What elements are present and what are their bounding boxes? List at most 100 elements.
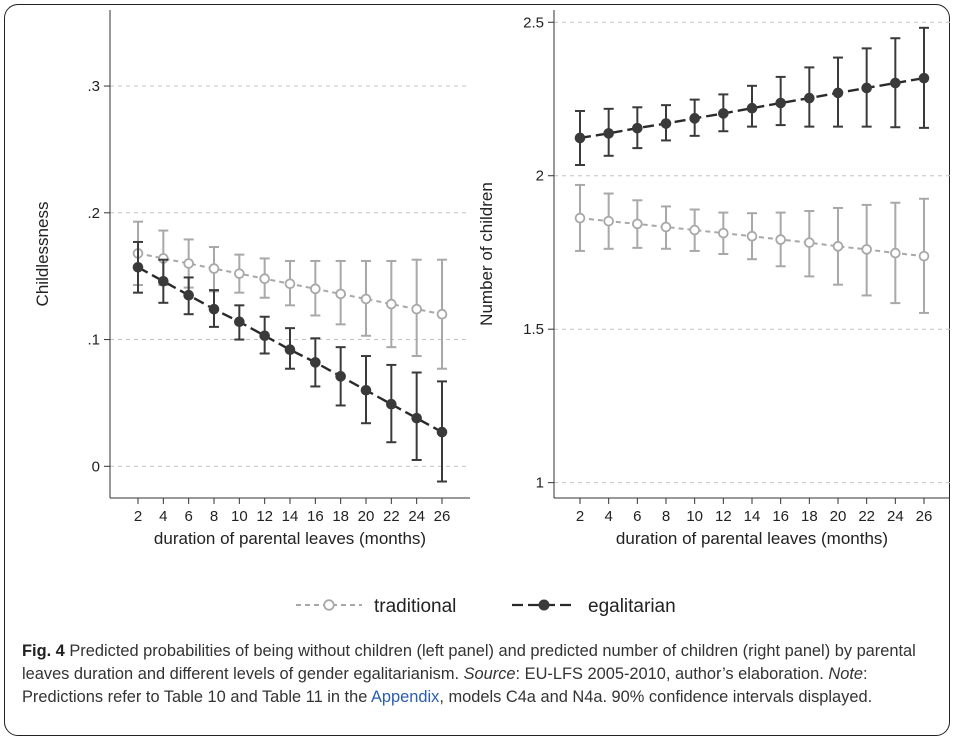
right-egalitarian-point: [632, 122, 643, 134]
right-xtick-label: 26: [916, 508, 933, 525]
left-xtick-label: 26: [434, 508, 451, 525]
legend: traditional egalitarian: [296, 596, 676, 617]
right-xtick-label: 22: [858, 508, 875, 525]
right-ytick-label: 2: [536, 168, 544, 185]
left-traditional-point: [310, 283, 321, 295]
caption-note-label: Note: [828, 665, 864, 683]
caption-text-2: : EU-LFS 2005-2010, author’s elaboration…: [515, 665, 829, 683]
left-egalitarian-point: [386, 398, 397, 410]
left-egalitarian-point: [310, 357, 321, 368]
right-xtick-label: 20: [830, 508, 847, 525]
left-egalitarian-point: [259, 330, 270, 342]
right-egalitarian-point: [775, 97, 786, 109]
appendix-link[interactable]: Appendix: [371, 688, 440, 706]
left-traditional-point: [386, 298, 397, 310]
figure-caption: Fig. 4 Predicted probabilities of being …: [22, 640, 937, 709]
left-egalitarian-point: [208, 303, 220, 315]
left-egalitarian-point: [132, 262, 144, 273]
left-traditional-point: [335, 288, 346, 300]
right-ytick-label: 1: [536, 475, 544, 492]
left-ytick-label: 0: [92, 458, 100, 475]
legend-egalitarian-label: egalitarian: [588, 596, 676, 617]
right-xtick-label: 16: [772, 508, 789, 525]
right-traditional-point: [775, 234, 786, 245]
right-egalitarian-point: [890, 77, 901, 89]
left-egalitarian-point: [284, 344, 296, 355]
right-egalitarian-point: [718, 108, 729, 119]
left-ytick-label: .2: [87, 205, 100, 222]
right-y-axis-label: Number of children: [477, 182, 496, 326]
right-egalitarian-point: [603, 128, 614, 139]
left-y-axis-label: Childlessness: [33, 202, 52, 307]
right-egalitarian-point: [574, 132, 586, 144]
left-xtick-label: 16: [307, 508, 324, 525]
right-xtick-label: 8: [662, 508, 670, 525]
caption-label: Fig. 4: [22, 642, 65, 660]
left-egalitarian-point: [411, 412, 422, 424]
right-traditional-point: [832, 241, 844, 252]
legend-egalitarian-marker: [538, 599, 550, 611]
left-xtick-label: 12: [256, 508, 273, 525]
left-xtick-label: 18: [332, 508, 349, 525]
right-egalitarian-point: [918, 72, 930, 84]
left-xtick-label: 6: [184, 508, 192, 525]
right-traditional-point: [746, 230, 758, 242]
right-xtick-label: 12: [715, 508, 732, 525]
left-traditional-point: [234, 268, 245, 279]
right-traditional-point: [603, 215, 614, 227]
right-egalitarian-point: [689, 113, 700, 124]
caption-source-label: Source: [463, 665, 516, 683]
left-traditional-point: [436, 308, 448, 320]
left-xtick-label: 2: [134, 508, 142, 525]
left-x-axis-label: duration of parental leaves (months): [154, 529, 426, 548]
right-xtick-label: 24: [887, 508, 904, 525]
left-xtick-label: 24: [408, 508, 425, 525]
right-egalitarian-point: [746, 102, 758, 114]
left-xtick-label: 22: [383, 508, 400, 525]
left-traditional-point: [259, 273, 270, 285]
right-xtick-label: 4: [604, 508, 612, 525]
right-egalitarian-point: [832, 87, 844, 99]
caption-text-3: : Predictions refer to Table 10 and Tabl…: [22, 665, 868, 706]
right-xtick-label: 18: [801, 508, 818, 525]
right-egalitarian-point: [804, 92, 815, 104]
left-ytick-label: .3: [87, 78, 100, 95]
legend-traditional-marker: [323, 599, 335, 611]
left-traditional-point: [411, 303, 422, 315]
left-traditional-point: [183, 258, 194, 269]
left-egalitarian-point: [360, 384, 372, 396]
left-xtick-label: 8: [210, 508, 218, 525]
right-egalitarian-point: [861, 82, 872, 94]
right-xtick-label: 2: [576, 508, 584, 525]
right-traditional-point: [574, 212, 586, 224]
left-egalitarian-point: [183, 289, 194, 301]
right-traditional-point: [632, 218, 643, 230]
left-xtick-label: 4: [159, 508, 167, 525]
right-traditional-point: [718, 227, 729, 239]
legend-traditional-label: traditional: [374, 596, 456, 617]
left-egalitarian-point: [234, 316, 245, 328]
left-traditional-point: [284, 278, 296, 290]
right-xtick-label: 14: [744, 508, 761, 525]
right-traditional-point: [918, 250, 930, 262]
caption-text-4: , models C4a and N4a. 90% confidence int…: [439, 688, 873, 706]
right-traditional-point: [689, 224, 700, 236]
right-egalitarian-point: [660, 118, 672, 129]
left-xtick-label: 20: [358, 508, 375, 525]
right-traditional-point: [804, 237, 815, 248]
figure-frame: [4, 4, 950, 736]
right-x-axis-label: duration of parental leaves (months): [616, 529, 888, 548]
left-egalitarian-point: [158, 275, 169, 287]
left-xtick-label: 14: [282, 508, 299, 525]
left-egalitarian-point: [436, 426, 448, 438]
right-xtick-label: 6: [633, 508, 641, 525]
right-traditional-point: [861, 244, 872, 255]
right-traditional-point: [890, 247, 901, 259]
right-ytick-label: 2.5: [523, 14, 544, 31]
caption-text-1: Predicted probabilities of being without…: [22, 642, 916, 683]
left-traditional-point: [208, 263, 220, 274]
left-ytick-label: .1: [87, 332, 100, 349]
